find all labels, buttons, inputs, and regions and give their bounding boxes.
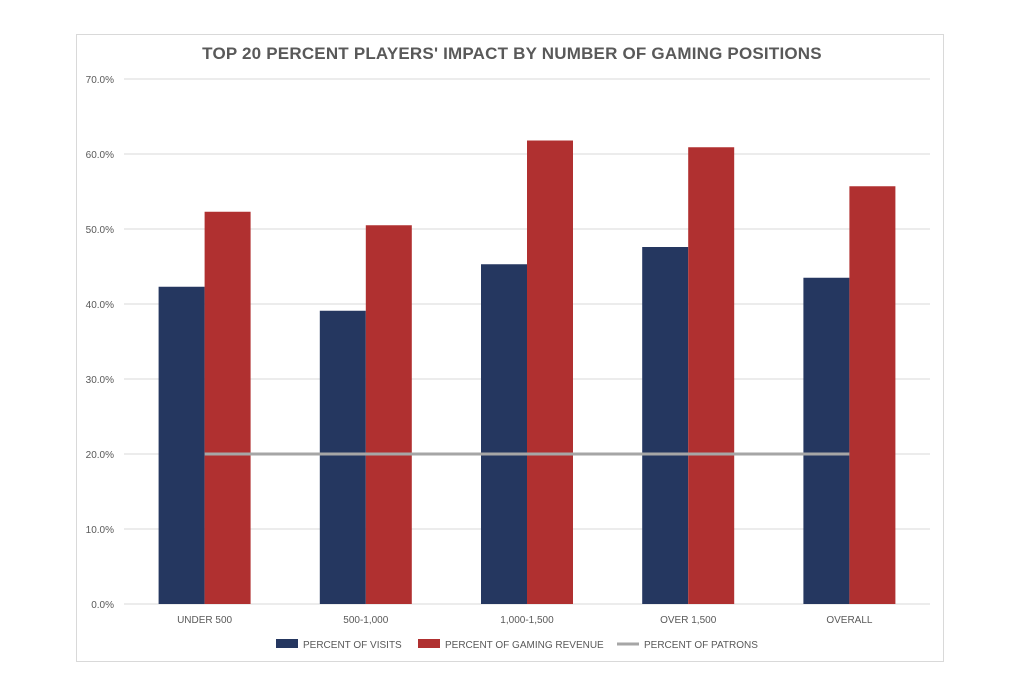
bar-percent-of-visits-0 (158, 286, 205, 604)
x-tick-label: OVER 1,500 (660, 615, 717, 626)
bar-percent-of-visits-1 (319, 310, 366, 604)
legend: PERCENT OF VISITS PERCENT OF GAMING REVEN… (276, 639, 758, 651)
y-tick-label: 50.0% (86, 225, 114, 236)
legend-swatch (276, 639, 298, 648)
y-tick-label: 60.0% (86, 150, 114, 161)
y-tick-label: 0.0% (91, 600, 114, 611)
x-axis-tick-labels: UNDER 500 500-1,000 1,000-1,500 OVER 1,500 O… (177, 615, 873, 626)
y-axis-tick-labels: 0.0% 10.0% 20.0% 30.0% 40.0% 50.0% 60.0% 70.0% (86, 75, 114, 611)
legend-label: PERCENT OF PATRONS (644, 640, 758, 651)
bar-percent-of-visits-3 (642, 247, 689, 604)
legend-swatch (418, 639, 440, 648)
y-tick-label: 10.0% (86, 525, 114, 536)
legend-label: PERCENT OF VISITS (303, 640, 402, 651)
bar-percent-of-gaming-revenue-1 (365, 225, 412, 604)
y-tick-label: 40.0% (86, 300, 114, 311)
bar-percent-of-gaming-revenue-2 (527, 140, 573, 604)
y-tick-label: 30.0% (86, 375, 114, 386)
x-tick-label: OVERALL (826, 615, 873, 626)
x-tick-label: 500-1,000 (343, 615, 388, 626)
bar-percent-of-gaming-revenue-4 (849, 186, 896, 604)
bar-percent-of-visits-2 (481, 264, 527, 604)
y-tick-label: 20.0% (86, 450, 114, 461)
bars (158, 140, 896, 604)
x-tick-label: UNDER 500 (177, 615, 232, 626)
x-tick-label: 1,000-1,500 (500, 615, 554, 626)
y-tick-label: 70.0% (86, 75, 114, 86)
legend-label: PERCENT OF GAMING REVENUE (445, 640, 604, 651)
bar-percent-of-visits-4 (803, 277, 850, 604)
bar-percent-of-gaming-revenue-0 (204, 211, 251, 604)
bar-percent-of-gaming-revenue-3 (688, 147, 735, 604)
chart-title: TOP 20 PERCENT PLAYERS' IMPACT BY NUMBER… (202, 44, 822, 63)
